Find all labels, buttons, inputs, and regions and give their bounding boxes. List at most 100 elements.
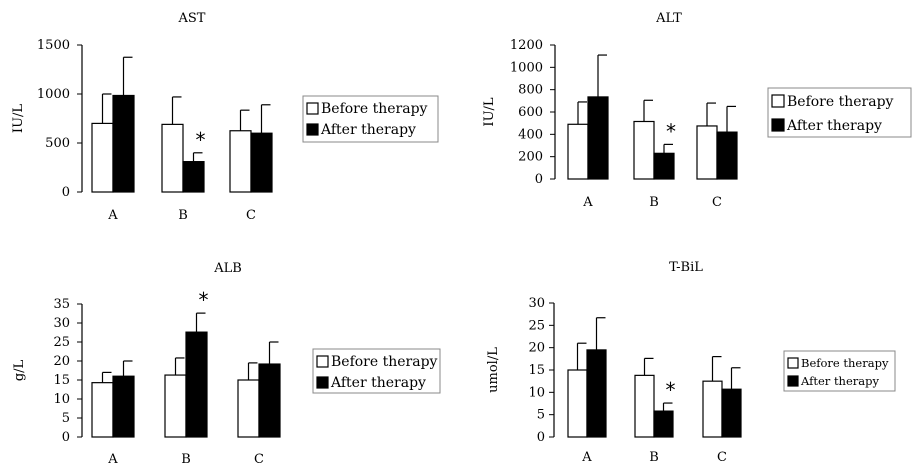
legend: Before therapy After therapy (302, 95, 439, 143)
x-category-label: C (712, 195, 722, 210)
bar-after-B (653, 410, 674, 438)
chart-title: ALB (213, 261, 242, 276)
legend-label-after: After therapy (330, 375, 426, 391)
bar-after-C (721, 388, 742, 438)
y-tick-label: 35 (53, 297, 70, 312)
x-category-label: C (717, 450, 727, 465)
significance-marker: * (199, 288, 209, 312)
y-tick-label: 25 (528, 318, 545, 333)
chart-panel-ast: AST IU/L 0 500 1000 1500 A B * C Before therapy Aft… (11, 11, 439, 223)
y-tick-label: 500 (45, 136, 70, 151)
bar-after-A (586, 349, 607, 438)
legend-box (783, 350, 896, 392)
x-category-label: A (107, 452, 118, 465)
x-category-label: B (181, 452, 191, 465)
legend-label-after: After therapy (320, 122, 416, 138)
y-tick-label: 5 (62, 411, 70, 426)
legend-swatch-before (771, 94, 785, 108)
bar-after-B (653, 152, 675, 180)
y-tick-label: 0 (537, 430, 545, 445)
legend-swatch-before (306, 102, 319, 115)
y-tick-label: 1000 (37, 87, 70, 102)
y-tick-label: 400 (518, 127, 543, 142)
y-tick-label: 1200 (510, 38, 543, 53)
bar-before-A (91, 122, 114, 193)
bar-after-B (182, 161, 205, 193)
y-tick-label: 20 (53, 354, 70, 369)
x-category-label: A (581, 450, 592, 465)
bar-before-A (91, 382, 114, 438)
legend-label-after: After therapy (786, 118, 882, 134)
y-tick-label: 1500 (37, 38, 70, 53)
legend-swatch-after (771, 118, 785, 132)
significance-marker: * (666, 119, 676, 143)
significance-marker: * (666, 378, 676, 402)
significance-marker: * (196, 128, 206, 152)
y-tick-label: 30 (528, 296, 545, 311)
bar-after-A (587, 96, 609, 180)
bar-before-C (702, 380, 723, 438)
bar-before-B (161, 123, 184, 193)
y-axis-label: g/L (12, 359, 27, 381)
legend-box (767, 87, 912, 138)
legend-label-after: After therapy (800, 374, 879, 388)
legend-label-before: Before therapy (321, 101, 428, 117)
y-tick-label: 30 (53, 316, 70, 331)
bar-after-C (716, 131, 738, 180)
legend-box (312, 348, 441, 394)
chart-panel-alt: ALT IU/L 0 200 400 600 800 1000 1200 A B * C Before t… (482, 11, 912, 210)
legend: Before therapy After therapy (783, 350, 896, 392)
y-tick-label: 15 (528, 363, 545, 378)
bar-after-C (250, 132, 273, 193)
bar-before-B (164, 374, 187, 438)
y-tick-label: 800 (518, 83, 543, 98)
y-tick-label: 0 (62, 430, 70, 445)
x-category-label: B (649, 450, 659, 465)
bar-before-A (567, 123, 589, 180)
bar-before-B (633, 120, 655, 180)
legend-label-before: Before therapy (801, 356, 889, 370)
y-axis-label: IU/L (11, 104, 26, 133)
bar-before-A (567, 369, 588, 438)
bar-before-C (237, 379, 260, 438)
bar-before-C (229, 130, 252, 193)
bar-before-C (696, 125, 718, 180)
y-tick-label: 0 (62, 185, 70, 200)
y-tick-label: 15 (53, 373, 70, 388)
legend-swatch-after (316, 376, 329, 389)
y-tick-label: 5 (537, 408, 545, 423)
bar-after-A (112, 375, 135, 438)
chart-title: ALT (655, 11, 682, 26)
x-category-label: C (254, 452, 264, 465)
y-tick-label: 200 (518, 150, 543, 165)
x-category-label: A (107, 208, 118, 223)
y-axis-label: umol/L (486, 347, 501, 393)
legend-swatch-before (316, 355, 329, 368)
legend: Before therapy After therapy (767, 87, 912, 138)
x-category-label: C (246, 208, 256, 223)
bar-after-B (185, 331, 208, 438)
y-tick-label: 10 (528, 385, 545, 400)
legend: Before therapy After therapy (312, 348, 441, 394)
chart-panel-t-bil: T-BiL umol/L 0 5 10 15 20 25 30 A B * C Before therap… (486, 260, 896, 465)
legend-swatch-after (306, 123, 319, 136)
y-tick-label: 25 (53, 335, 70, 350)
legend-label-before: Before therapy (787, 94, 894, 110)
y-axis-label: IU/L (482, 97, 497, 126)
y-tick-label: 0 (535, 172, 543, 187)
chart-title: AST (178, 11, 206, 26)
y-tick-label: 600 (518, 105, 543, 120)
chart-panel-alb: ALB g/L 0 5 10 15 20 25 30 35 A B * C Before therapy Af… (12, 261, 441, 465)
bar-after-C (258, 363, 281, 438)
chart-title: T-BiL (669, 260, 703, 275)
legend-box (302, 95, 439, 143)
bar-after-A (112, 94, 135, 193)
legend-label-before: Before therapy (331, 354, 438, 370)
x-category-label: A (582, 195, 593, 210)
y-tick-label: 10 (53, 392, 70, 407)
bar-before-B (634, 374, 655, 438)
y-tick-label: 20 (528, 341, 545, 356)
x-category-label: B (178, 208, 188, 223)
y-tick-label: 1000 (510, 60, 543, 75)
